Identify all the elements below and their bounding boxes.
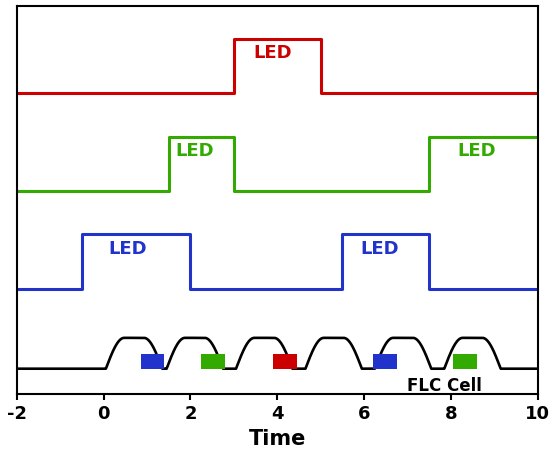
- Text: LED: LED: [253, 44, 292, 62]
- Bar: [201, 354, 225, 369]
- Bar: [140, 354, 164, 369]
- Bar: [453, 354, 477, 369]
- Text: FLC Cell: FLC Cell: [407, 376, 482, 394]
- Bar: [273, 354, 297, 369]
- Text: LED: LED: [175, 142, 214, 160]
- Text: LED: LED: [360, 239, 398, 258]
- X-axis label: Time: Time: [248, 428, 306, 448]
- Text: LED: LED: [108, 239, 147, 258]
- Text: LED: LED: [457, 142, 496, 160]
- Bar: [373, 354, 397, 369]
